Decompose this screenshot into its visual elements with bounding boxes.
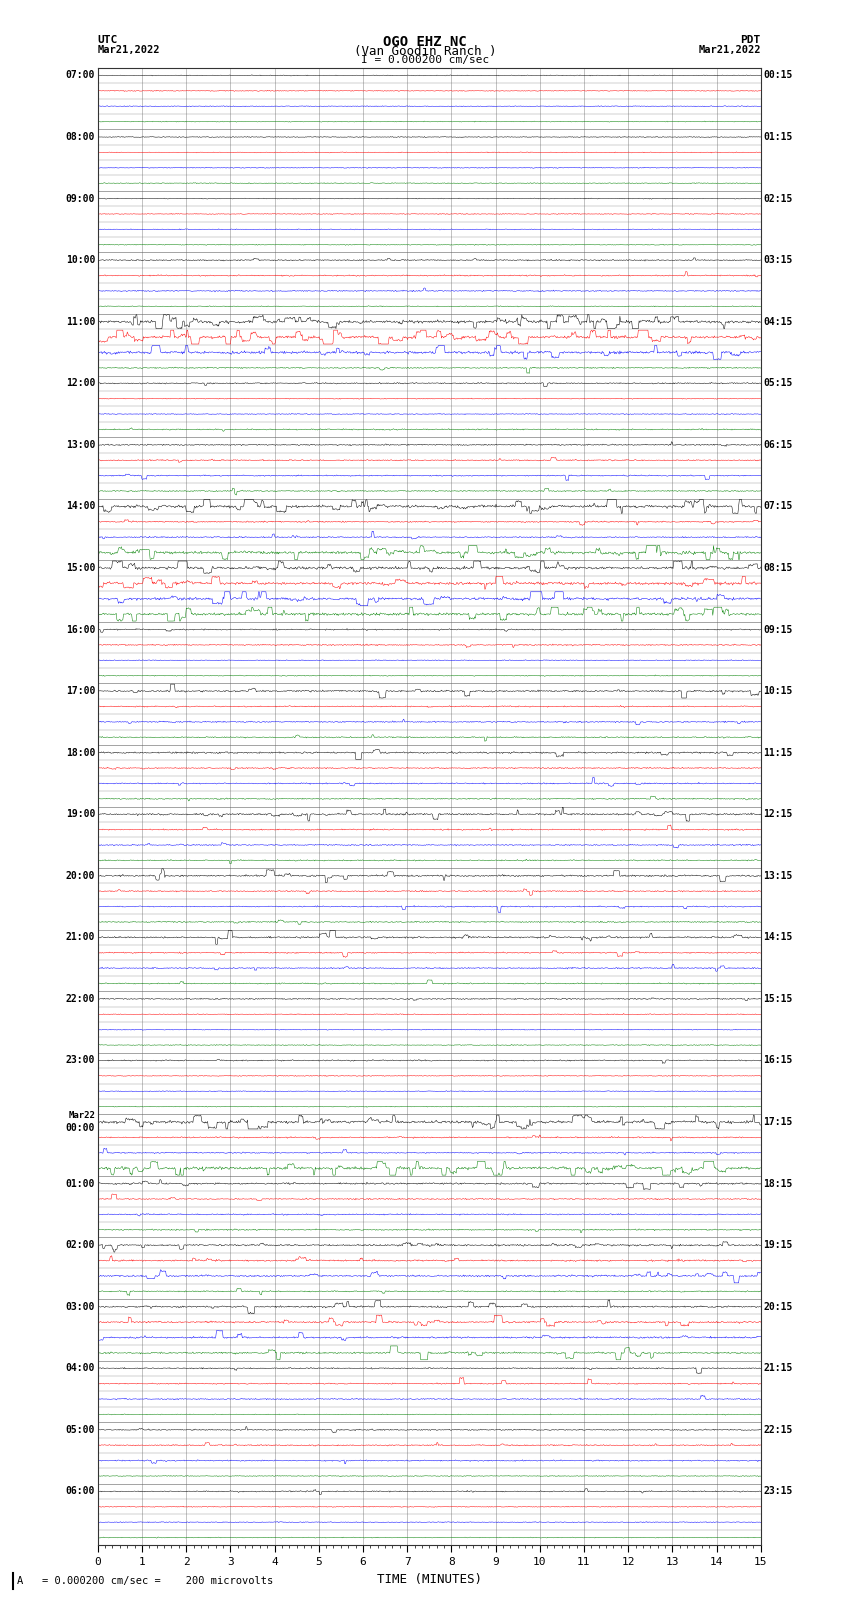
X-axis label: TIME (MINUTES): TIME (MINUTES): [377, 1573, 482, 1586]
Text: 13:00: 13:00: [65, 440, 95, 450]
Text: 14:15: 14:15: [763, 932, 793, 942]
Text: 23:15: 23:15: [763, 1487, 793, 1497]
Text: 10:15: 10:15: [763, 686, 793, 697]
Text: 18:15: 18:15: [763, 1179, 793, 1189]
Text: 19:00: 19:00: [65, 810, 95, 819]
Text: 01:15: 01:15: [763, 132, 793, 142]
Text: A   = 0.000200 cm/sec =    200 microvolts: A = 0.000200 cm/sec = 200 microvolts: [17, 1576, 273, 1586]
Text: OGO EHZ NC: OGO EHZ NC: [383, 35, 467, 50]
Text: 17:00: 17:00: [65, 686, 95, 697]
Text: Mar22: Mar22: [68, 1111, 95, 1119]
Text: 00:15: 00:15: [763, 71, 793, 81]
Text: 15:00: 15:00: [65, 563, 95, 573]
Text: 06:00: 06:00: [65, 1487, 95, 1497]
Text: 00:00: 00:00: [65, 1124, 95, 1134]
Text: 08:15: 08:15: [763, 563, 793, 573]
Text: UTC: UTC: [98, 35, 118, 45]
Text: 19:15: 19:15: [763, 1240, 793, 1250]
Text: 04:15: 04:15: [763, 316, 793, 327]
Text: 02:00: 02:00: [65, 1240, 95, 1250]
Text: 09:15: 09:15: [763, 624, 793, 634]
Text: 23:00: 23:00: [65, 1055, 95, 1066]
Text: (Van Goodin Ranch ): (Van Goodin Ranch ): [354, 45, 496, 58]
Text: 17:15: 17:15: [763, 1118, 793, 1127]
Text: 22:00: 22:00: [65, 994, 95, 1003]
Text: 01:00: 01:00: [65, 1179, 95, 1189]
Text: 16:15: 16:15: [763, 1055, 793, 1066]
Text: 09:00: 09:00: [65, 194, 95, 203]
Text: I = 0.000200 cm/sec: I = 0.000200 cm/sec: [361, 55, 489, 65]
Text: Mar21,2022: Mar21,2022: [98, 45, 161, 55]
Text: 07:15: 07:15: [763, 502, 793, 511]
Text: 05:15: 05:15: [763, 379, 793, 389]
Text: 16:00: 16:00: [65, 624, 95, 634]
Text: 12:00: 12:00: [65, 379, 95, 389]
Text: 06:15: 06:15: [763, 440, 793, 450]
Text: 02:15: 02:15: [763, 194, 793, 203]
Text: 22:15: 22:15: [763, 1424, 793, 1436]
Text: 21:00: 21:00: [65, 932, 95, 942]
Text: 14:00: 14:00: [65, 502, 95, 511]
Text: 20:15: 20:15: [763, 1302, 793, 1311]
Text: 15:15: 15:15: [763, 994, 793, 1003]
Text: 03:15: 03:15: [763, 255, 793, 265]
Text: 05:00: 05:00: [65, 1424, 95, 1436]
Text: 10:00: 10:00: [65, 255, 95, 265]
Text: 13:15: 13:15: [763, 871, 793, 881]
Text: PDT: PDT: [740, 35, 761, 45]
Text: 07:00: 07:00: [65, 71, 95, 81]
Text: 04:00: 04:00: [65, 1363, 95, 1373]
Text: 21:15: 21:15: [763, 1363, 793, 1373]
Text: 11:15: 11:15: [763, 748, 793, 758]
Text: Mar21,2022: Mar21,2022: [698, 45, 761, 55]
Text: 12:15: 12:15: [763, 810, 793, 819]
Text: 11:00: 11:00: [65, 316, 95, 327]
Text: 20:00: 20:00: [65, 871, 95, 881]
Text: 08:00: 08:00: [65, 132, 95, 142]
Text: 03:00: 03:00: [65, 1302, 95, 1311]
Text: 18:00: 18:00: [65, 748, 95, 758]
